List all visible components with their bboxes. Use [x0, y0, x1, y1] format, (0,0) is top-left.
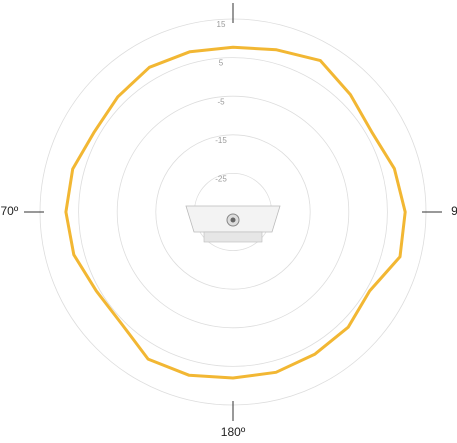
angle-tick-label: 180º [221, 425, 246, 439]
angle-tick-label: 270º [0, 204, 19, 218]
grid-circle [78, 57, 388, 367]
device-icon [185, 205, 281, 243]
r-tick-label: -25 [215, 175, 227, 184]
r-tick-label: 5 [219, 59, 224, 68]
grid-circle [116, 95, 350, 329]
grid-circle [155, 134, 311, 290]
r-tick-label: -5 [217, 97, 225, 106]
r-tick-label: 15 [217, 20, 226, 29]
r-tick-label: -15 [215, 136, 227, 145]
pattern-curve [64, 45, 407, 380]
angle-tick-label: 90º [451, 204, 457, 218]
